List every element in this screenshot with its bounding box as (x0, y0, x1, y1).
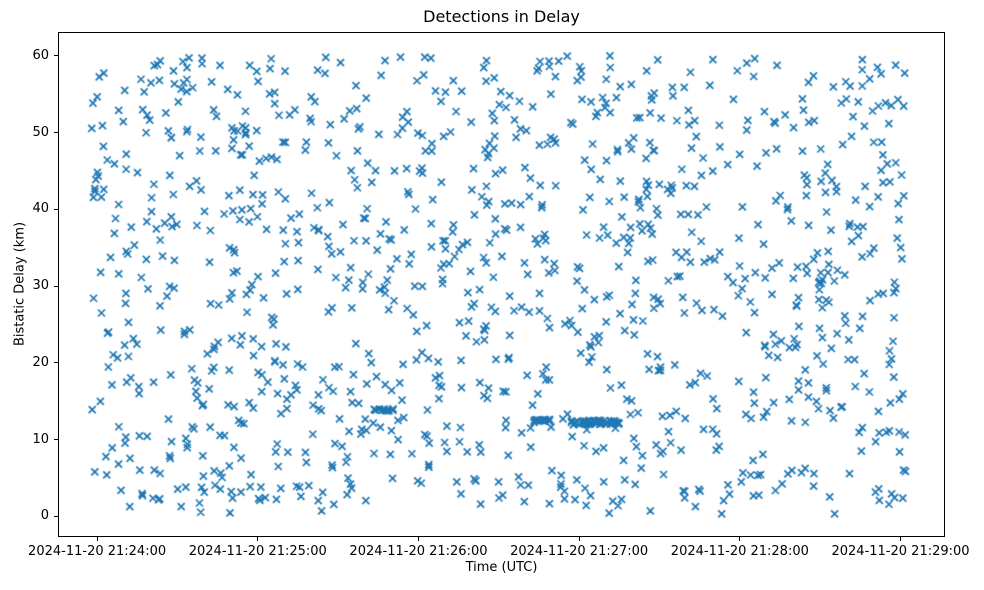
y-axis-label: Bistatic Delay (km) (12, 221, 28, 347)
plot-area (58, 32, 945, 537)
y-tick (54, 132, 58, 134)
y-tick-label: 60 (32, 47, 49, 63)
x-tick-label: 2024-11-20 21:25:00 (188, 544, 327, 559)
y-tick-label: 40 (32, 201, 49, 217)
y-tick (54, 285, 58, 287)
x-tick-label: 2024-11-20 21:28:00 (670, 544, 809, 559)
x-tick (417, 537, 419, 541)
scatter-points-canvas (58, 32, 945, 537)
y-tick (54, 55, 58, 57)
x-tick (96, 537, 98, 541)
x-tick (257, 537, 259, 541)
x-tick-label: 2024-11-20 21:24:00 (28, 544, 167, 559)
x-axis-label: Time (UTC) (465, 560, 538, 575)
y-tick (54, 515, 58, 517)
x-tick-label: 2024-11-20 21:29:00 (831, 544, 970, 559)
chart-title: Detections in Delay (423, 7, 580, 26)
x-tick (578, 537, 580, 541)
y-tick (54, 208, 58, 210)
y-tick (54, 439, 58, 441)
y-tick-label: 20 (32, 354, 49, 370)
y-tick-label: 30 (32, 278, 49, 294)
x-tick (900, 537, 902, 541)
x-tick-label: 2024-11-20 21:27:00 (510, 544, 649, 559)
y-tick-label: 50 (32, 124, 49, 140)
x-tick (739, 537, 741, 541)
y-tick (54, 362, 58, 364)
y-tick-label: 10 (32, 431, 49, 447)
x-tick-label: 2024-11-20 21:26:00 (349, 544, 488, 559)
y-tick-label: 0 (40, 508, 49, 524)
